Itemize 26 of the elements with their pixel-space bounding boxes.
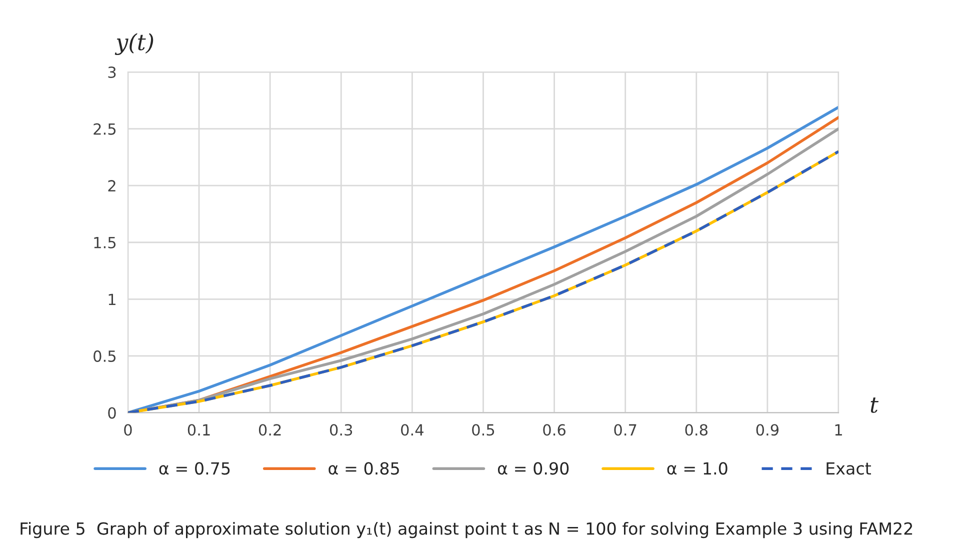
y-tick-label: 2.5 <box>94 123 116 135</box>
x-tick-label: 0.4 <box>401 424 424 436</box>
y-tick-label: 2 <box>108 180 116 192</box>
legend-label: α = 0.85 <box>328 462 399 475</box>
y-axis-title: y(t) <box>114 33 154 55</box>
y-tick-label: 0 <box>108 407 116 419</box>
y-tick-label: 1 <box>108 294 116 305</box>
x-tick-label: 1 <box>835 424 842 436</box>
x-tick-label: 0 <box>124 424 132 436</box>
x-axis-title: t <box>870 397 879 413</box>
legend-label: α = 0.90 <box>498 462 569 475</box>
y-tick-label: 0.5 <box>94 350 116 362</box>
x-tick-label: 0.9 <box>756 424 779 436</box>
x-tick-label: 0.1 <box>188 424 210 436</box>
y-tick-label: 3 <box>108 66 116 78</box>
x-tick-label: 0.6 <box>543 424 566 436</box>
caption: Figure 5 Graph of approximate solution y₁(t) against point t as N = 100 for solving Example 3 using FAM22 <box>20 522 912 538</box>
x-tick-label: 0.5 <box>472 424 494 436</box>
x-tick-label: 0.2 <box>258 424 281 436</box>
x-tick-label: 0.8 <box>685 424 708 436</box>
legend-label: Exact <box>826 462 871 475</box>
y-tick-label: 1.5 <box>94 237 116 248</box>
legend-label: α = 0.75 <box>159 462 230 475</box>
x-tick-label: 0.3 <box>330 424 352 436</box>
x-tick-label: 0.7 <box>614 424 636 436</box>
legend-label: α = 1.0 <box>667 462 728 475</box>
